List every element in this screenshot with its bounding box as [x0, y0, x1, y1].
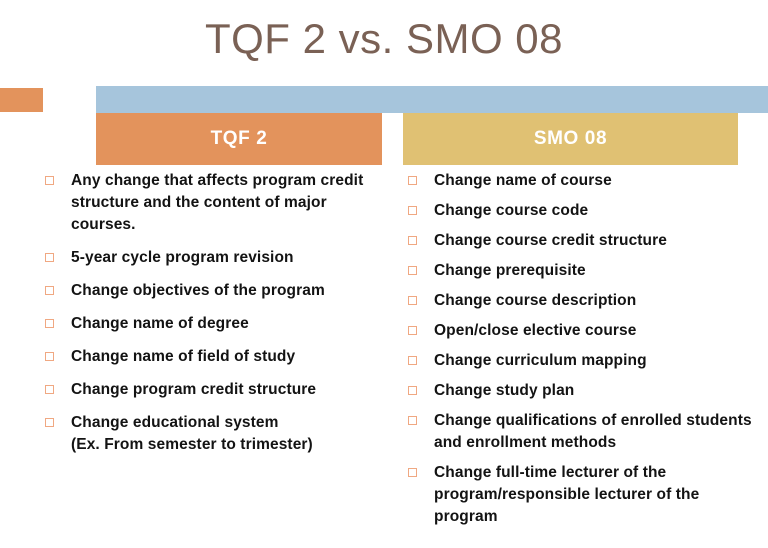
square-bullet-icon: [45, 253, 54, 262]
accent-square-decoration: [0, 88, 43, 112]
square-bullet-icon: [408, 326, 417, 335]
square-bullet-icon: [408, 206, 417, 215]
list-item-label: Change qualifications of enrolled studen…: [434, 412, 752, 451]
list-item: Change course credit structure: [408, 230, 753, 252]
column-header-tqf2: TQF 2: [96, 113, 382, 165]
square-bullet-icon: [408, 416, 417, 425]
list-item-label: Open/close elective course: [434, 322, 637, 339]
column-header-smo08: SMO 08: [403, 113, 738, 165]
list-item-label: Change course credit structure: [434, 232, 667, 249]
banner-bar-decoration: [96, 86, 768, 113]
square-bullet-icon: [45, 385, 54, 394]
list-item-label: 5-year cycle program revision: [71, 249, 294, 266]
square-bullet-icon: [408, 236, 417, 245]
list-item-label: Change course code: [434, 202, 589, 219]
list-item: Change course code: [408, 200, 753, 222]
list-item-label: Change full-time lecturer of the program…: [434, 464, 700, 525]
list-item-label: Any change that affects program credit s…: [71, 172, 364, 233]
list-item: Change prerequisite: [408, 260, 753, 282]
list-item: Change qualifications of enrolled studen…: [408, 410, 753, 454]
list-item-label: Change prerequisite: [434, 262, 586, 279]
square-bullet-icon: [45, 418, 54, 427]
column-header-smo08-label: SMO 08: [533, 128, 608, 149]
list-item-label: Change study plan: [434, 382, 575, 399]
square-bullet-icon: [45, 319, 54, 328]
list-item-label: Change program credit structure: [71, 381, 317, 398]
square-bullet-icon: [45, 286, 54, 295]
square-bullet-icon: [408, 266, 417, 275]
list-item-label: Change educational system (Ex. From seme…: [71, 414, 313, 453]
list-item: Change objectives of the program: [45, 280, 390, 302]
square-bullet-icon: [408, 468, 417, 477]
list-item: Change name of course: [408, 170, 753, 192]
list-item-label: Change curriculum mapping: [434, 352, 647, 369]
square-bullet-icon: [408, 386, 417, 395]
square-bullet-icon: [45, 176, 54, 185]
list-item: Change program credit structure: [45, 379, 390, 401]
list-item: Change study plan: [408, 380, 753, 402]
list-item-label: Change name of degree: [71, 315, 249, 332]
list-item: Change name of field of study: [45, 346, 390, 368]
square-bullet-icon: [408, 176, 417, 185]
square-bullet-icon: [408, 296, 417, 305]
list-item-label: Change name of field of study: [71, 348, 296, 365]
list-item: Change curriculum mapping: [408, 350, 753, 372]
column-body-tqf2: Any change that affects program credit s…: [45, 170, 390, 467]
list-item-label: Change name of course: [434, 172, 612, 189]
list-item: Any change that affects program credit s…: [45, 170, 390, 236]
square-bullet-icon: [408, 356, 417, 365]
list-item-label: Change course description: [434, 292, 637, 309]
list-item: 5-year cycle program revision: [45, 247, 390, 269]
list-item: Change educational system (Ex. From seme…: [45, 412, 390, 456]
square-bullet-icon: [45, 352, 54, 361]
list-item: Change full-time lecturer of the program…: [408, 462, 753, 528]
list-item: Change name of degree: [45, 313, 390, 335]
column-header-tqf2-label: TQF 2: [210, 128, 268, 149]
list-item: Change course description: [408, 290, 753, 312]
page-title: TQF 2 vs. SMO 08: [204, 15, 564, 62]
list-item-label: Change objectives of the program: [71, 282, 325, 299]
column-body-smo08: Change name of course Change course code…: [408, 170, 753, 536]
list-item: Open/close elective course: [408, 320, 753, 342]
